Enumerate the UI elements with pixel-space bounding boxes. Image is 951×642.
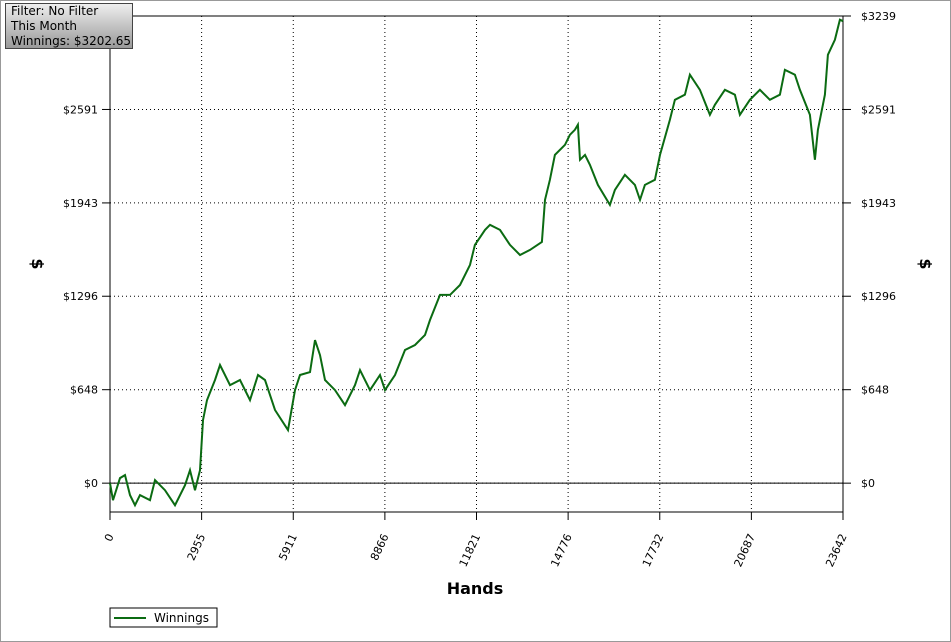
info-line: Winnings: $3202.65 xyxy=(11,34,132,48)
y-tick-label: $2591 xyxy=(63,103,98,116)
y2-tick-label: $2591 xyxy=(861,103,896,116)
y2-tick-label: $648 xyxy=(861,384,889,397)
y-tick-label: $0 xyxy=(84,477,98,490)
info-box: Filter: No Filter This Month Winnings: $… xyxy=(5,3,133,49)
y2-tick-label: $3239 xyxy=(861,10,896,23)
x-tick-label: 14776 xyxy=(548,532,575,569)
x-tick-label: 2955 xyxy=(185,532,209,563)
info-line: This Month xyxy=(11,19,77,33)
legend-box xyxy=(109,607,218,628)
info-line: Filter: No Filter xyxy=(11,4,99,18)
y-tick-label: $1296 xyxy=(63,290,98,303)
y2-tick-label: $0 xyxy=(861,477,875,490)
y2-axis-title: $ xyxy=(916,258,935,269)
x-tick-label: 20687 xyxy=(732,532,759,569)
x-tick-label: 11821 xyxy=(457,532,484,569)
x-axis-title: Hands xyxy=(447,579,504,598)
line xyxy=(109,18,844,508)
legend-label: Winnings xyxy=(154,611,209,625)
x-tick-label: 17732 xyxy=(640,532,667,569)
y-tick-label: $1943 xyxy=(63,197,98,210)
x-tick-label: 0 xyxy=(102,532,117,544)
x-tick-label: 5911 xyxy=(276,532,300,563)
y-axis-title: $ xyxy=(28,258,47,269)
x-tick-label: 8866 xyxy=(368,532,392,563)
x-tick-label: 23642 xyxy=(823,532,850,569)
y2-tick-label: $1943 xyxy=(861,197,896,210)
y2-tick-label: $1296 xyxy=(861,290,896,303)
y-tick-label: $648 xyxy=(70,384,98,397)
